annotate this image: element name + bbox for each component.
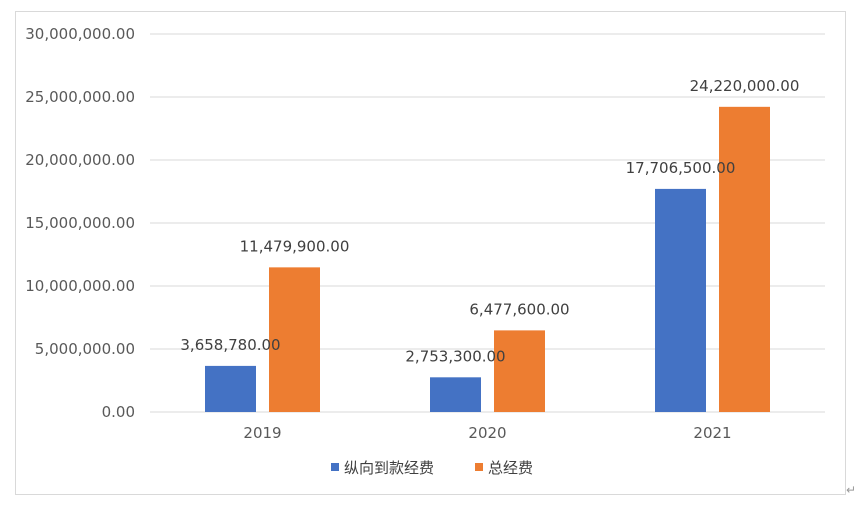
bar-series-2-2019 [269,267,320,412]
data-labels: 3,658,780.00 11,479,900.00 2,753,300.00 6,4… [180,77,799,365]
y-tick-label: 0.00 [102,403,135,421]
y-axis-ticks: 0.00 5,000,000.00 10,000,000.00 15,000,000.… [25,25,135,421]
x-axis-categories: 2019 2020 2021 [243,424,731,442]
legend-item[interactable]: 总经费 [475,459,533,477]
data-label: 2,753,300.00 [405,347,505,365]
bar-series-1-2021 [655,188,706,412]
gridlines [150,33,825,413]
x-category-label: 2020 [468,424,506,442]
x-category-label: 2021 [693,424,731,442]
data-label: 17,706,500.00 [626,159,736,177]
bar-series-2-2021 [719,106,770,412]
bar-series-1-2020 [430,377,481,412]
return-mark-icon: ↵ [846,483,857,497]
x-category-label: 2019 [243,424,281,442]
chart-frame [15,11,846,495]
legend-label: 纵向到款经费 [344,459,434,477]
legend-swatch [475,463,483,471]
data-label: 11,479,900.00 [240,237,350,255]
y-tick-label: 5,000,000.00 [35,340,135,358]
y-tick-label: 25,000,000.00 [25,88,135,106]
data-label: 6,477,600.00 [469,300,569,318]
bar-series-1-2019 [205,365,256,412]
legend[interactable]: 纵向到款经费 总经费 [331,459,533,477]
legend-label: 总经费 [488,459,533,477]
bars [205,106,770,412]
data-label: 24,220,000.00 [690,77,800,95]
y-tick-label: 20,000,000.00 [25,151,135,169]
y-tick-label: 15,000,000.00 [25,214,135,232]
legend-item[interactable]: 纵向到款经费 [331,459,434,477]
legend-swatch [331,463,339,471]
y-tick-label: 30,000,000.00 [25,25,135,43]
data-label: 3,658,780.00 [180,336,280,354]
y-tick-label: 10,000,000.00 [25,277,135,295]
bar-series-2-2020 [494,330,545,412]
